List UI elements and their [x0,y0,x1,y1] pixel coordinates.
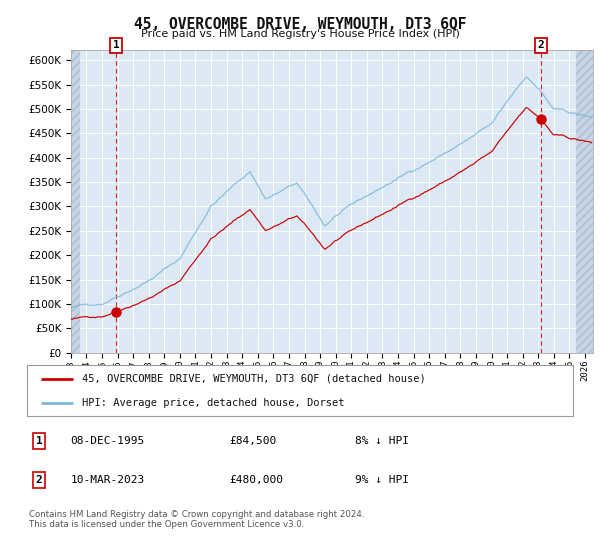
Text: 9% ↓ HPI: 9% ↓ HPI [355,475,409,486]
Text: 8% ↓ HPI: 8% ↓ HPI [355,436,409,446]
Text: Contains HM Land Registry data © Crown copyright and database right 2024.
This d: Contains HM Land Registry data © Crown c… [29,510,364,529]
Text: £84,500: £84,500 [229,436,276,446]
Text: 2: 2 [538,40,545,50]
Text: 10-MAR-2023: 10-MAR-2023 [71,475,145,486]
Bar [71,50,80,353]
Text: 1: 1 [113,40,119,50]
FancyBboxPatch shape [27,365,573,416]
Text: 1: 1 [35,436,43,446]
Bar [576,50,593,353]
Text: 08-DEC-1995: 08-DEC-1995 [71,436,145,446]
Text: HPI: Average price, detached house, Dorset: HPI: Average price, detached house, Dors… [82,398,344,408]
Text: 2: 2 [35,475,43,486]
Text: Price paid vs. HM Land Registry's House Price Index (HPI): Price paid vs. HM Land Registry's House … [140,29,460,39]
Text: £480,000: £480,000 [229,475,283,486]
Text: 45, OVERCOMBE DRIVE, WEYMOUTH, DT3 6QF (detached house): 45, OVERCOMBE DRIVE, WEYMOUTH, DT3 6QF (… [82,374,425,384]
Text: 45, OVERCOMBE DRIVE, WEYMOUTH, DT3 6QF: 45, OVERCOMBE DRIVE, WEYMOUTH, DT3 6QF [134,17,466,32]
